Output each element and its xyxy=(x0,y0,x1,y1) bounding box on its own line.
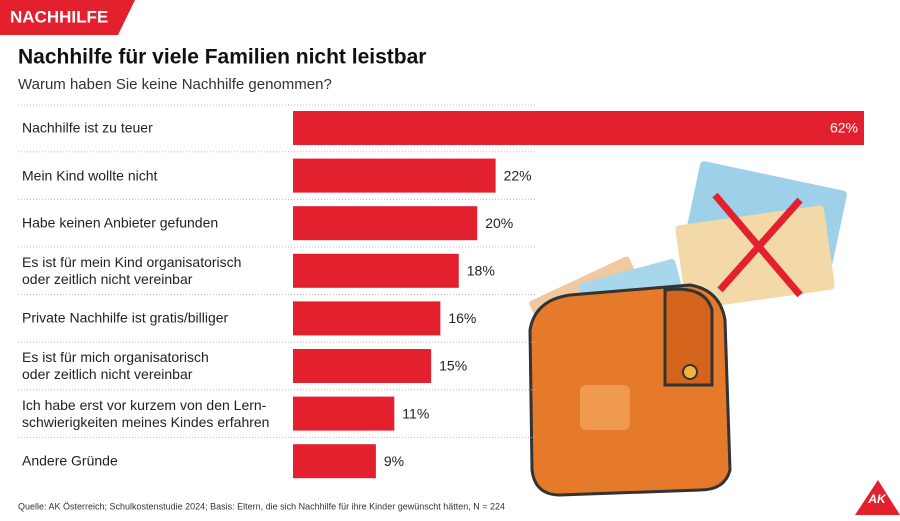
bar xyxy=(293,111,864,145)
category-label: Nachhilfe ist zu teuer xyxy=(22,119,153,136)
bar xyxy=(293,301,441,336)
value-label: 18% xyxy=(467,263,495,279)
source: Quelle: AK Österreich; Schulkostenstudie… xyxy=(18,501,505,511)
value-label: 20% xyxy=(485,215,513,231)
category-label: Andere Gründe xyxy=(22,452,118,469)
subtitle: Warum haben Sie keine Nachhilfe genommen… xyxy=(18,76,332,93)
bar xyxy=(293,206,478,241)
category-label: Ich habe erst vor kurzem von den Lern- s… xyxy=(22,396,270,430)
category-label: Es ist für mich organisatorisch oder zei… xyxy=(22,349,209,382)
value-label: 15% xyxy=(439,358,467,374)
value-label: 11% xyxy=(402,405,429,421)
bar xyxy=(293,349,432,383)
bar xyxy=(293,444,376,479)
value-label: 16% xyxy=(448,310,476,326)
chart-title: Nachhilfe für viele Familien nicht leist… xyxy=(18,46,426,69)
category-label: Private Nachhilfe ist gratis/billiger xyxy=(22,309,229,326)
bar xyxy=(293,253,459,288)
value-label: 62% xyxy=(830,120,858,136)
value-label: 9% xyxy=(384,453,404,469)
tag: NACHHILFE xyxy=(10,7,108,26)
category-label: Habe keinen Anbieter gefunden xyxy=(22,214,219,231)
tag-bg xyxy=(0,0,135,35)
logo: AK xyxy=(867,492,887,506)
category-label: Es ist für mein Kind organisatorisch ode… xyxy=(22,253,242,287)
bar xyxy=(293,396,395,431)
wallet-illustration xyxy=(528,161,847,497)
logo-bg xyxy=(855,480,900,515)
value-label: 22% xyxy=(504,167,532,183)
bar xyxy=(293,158,496,193)
category-label: Mein Kind wollte nicht xyxy=(22,167,158,184)
